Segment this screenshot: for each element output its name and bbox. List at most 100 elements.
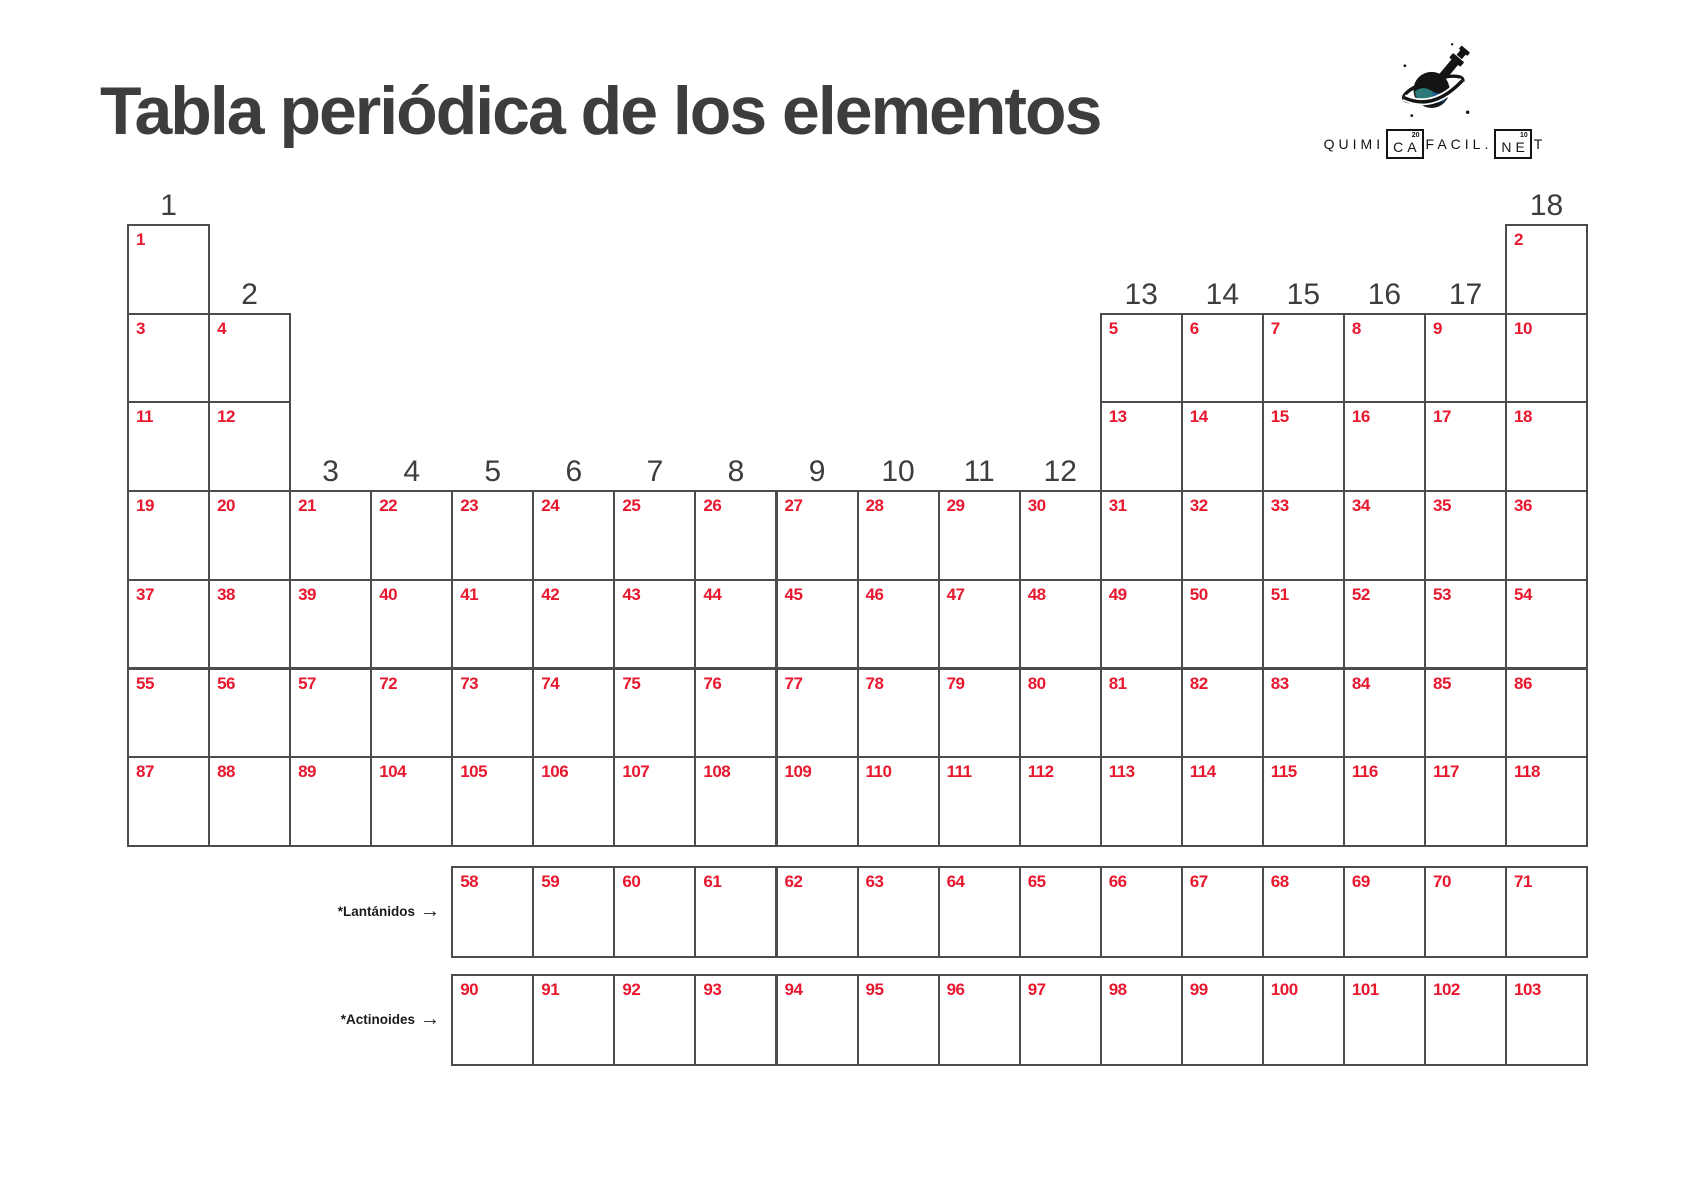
element-cell: 46 [856,578,940,670]
atomic-number: 14 [1189,407,1208,427]
element-cell: 30 [1018,490,1102,581]
atomic-number: 39 [298,584,317,604]
element-cell: 89 [289,756,373,847]
group-label-14: 14 [1205,277,1240,311]
atomic-number: 6 [1189,318,1199,338]
atomic-number: 23 [460,496,479,516]
atomic-number: 98 [1108,980,1127,999]
group-label-18: 18 [1529,189,1564,222]
lanthanide-cell: 70 [1424,866,1508,958]
element-cell: 34 [1342,490,1426,581]
atomic-number: 4 [217,318,227,338]
logo-text-part: FACIL. [1425,136,1493,152]
atomic-number: 58 [460,872,479,891]
atomic-number: 20 [217,496,236,516]
element-cell: 53 [1424,578,1508,670]
logo-text-part: QUIMI [1323,136,1385,152]
element-cell: 18 [1505,401,1589,493]
element-cell: 86 [1505,667,1589,759]
logo-element-ca-number: 20 [1411,132,1420,139]
element-cell: 33 [1261,490,1345,581]
element-cell: 73 [451,667,535,759]
actinides-label-text: *Actinoides [340,1011,415,1027]
atomic-number: 21 [298,496,317,516]
element-cell: 52 [1342,578,1426,670]
group-label-5: 5 [484,455,502,489]
atomic-number: 96 [946,980,965,999]
element-cell: 88 [208,756,292,847]
element-cell: 5 [1099,312,1183,404]
element-cell: 36 [1505,490,1589,581]
atomic-number: 79 [946,673,965,693]
atomic-number: 106 [541,762,569,782]
actinide-cell: 94 [775,974,859,1066]
atomic-number: 5 [1108,318,1118,338]
logo-element-ne-symbol: NE [1501,139,1529,155]
atomic-number: 65 [1027,872,1046,891]
element-cell: 6 [1180,312,1264,404]
atomic-number: 12 [217,407,236,427]
atomic-number: 37 [136,584,154,604]
element-cell: 45 [775,578,859,670]
group-label-6: 6 [565,455,583,489]
atomic-number: 45 [784,584,803,604]
atomic-number: 1 [136,230,145,249]
atomic-number: 7 [1270,318,1280,338]
logo-element-ca-symbol: CA [1393,139,1421,155]
atomic-number: 77 [784,673,803,693]
element-cell: 29 [937,490,1021,581]
lanthanide-cell: 67 [1180,866,1264,958]
atomic-number: 67 [1189,872,1208,891]
atomic-number: 13 [1108,407,1127,427]
element-cell: 22 [370,490,454,581]
element-cell: 43 [613,578,697,670]
logo-element-ne-number: 10 [1520,132,1528,139]
element-cell: 112 [1018,756,1102,847]
atomic-number: 95 [865,980,884,999]
element-cell: 57 [289,667,373,759]
logo-element-ca: 20 CA [1386,129,1424,159]
element-cell: 54 [1505,578,1589,670]
atomic-number: 53 [1433,584,1451,604]
element-cell: 110 [856,756,940,847]
atomic-number: 41 [460,584,479,604]
element-cell: 41 [451,578,535,670]
element-cell: 17 [1424,401,1508,493]
element-cell: 82 [1180,667,1264,759]
element-cell: 39 [289,578,373,670]
element-cell: 13 [1099,401,1183,493]
actinide-cell: 95 [856,974,940,1066]
atomic-number: 57 [298,673,317,693]
element-cell: 85 [1424,667,1508,759]
atomic-number: 113 [1108,762,1135,782]
actinides-label: *Actinoides → [127,974,440,1064]
element-cell: 40 [370,578,454,670]
atomic-number: 89 [298,762,317,782]
atomic-number: 32 [1189,496,1208,516]
atomic-number: 112 [1027,762,1054,782]
element-cell: 10 [1505,312,1589,404]
logo-wordmark: QUIMI 20 CA FACIL. 10 NE T [1324,129,1547,159]
group-label-9: 9 [808,455,826,489]
atomic-number: 28 [865,496,884,516]
lanthanide-cell: 71 [1505,866,1589,958]
atomic-number: 84 [1351,673,1370,693]
element-cell: 87 [127,756,211,847]
lanthanide-cell: 64 [937,866,1021,958]
atomic-number: 3 [136,318,145,338]
lanthanide-cell: 61 [694,866,778,958]
group-label-11: 11 [963,455,995,489]
element-cell: 23 [451,490,535,581]
element-cell: 104 [370,756,454,847]
atomic-number: 99 [1189,980,1208,999]
element-cell: 27 [775,490,859,581]
element-cell: 56 [208,667,292,759]
actinide-cell: 102 [1424,974,1508,1066]
atomic-number: 71 [1514,872,1532,891]
group-label-10: 10 [881,455,915,489]
atomic-number: 117 [1433,762,1459,782]
atomic-number: 48 [1027,584,1046,604]
element-cell: 9 [1424,312,1508,404]
atomic-number: 66 [1108,872,1127,891]
atomic-number: 59 [541,872,560,891]
